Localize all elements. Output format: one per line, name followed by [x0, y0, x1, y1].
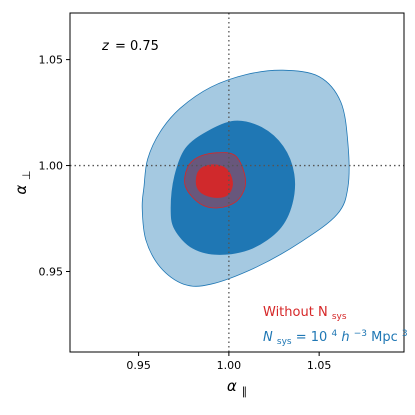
y-axis-symbol: α: [12, 185, 30, 195]
redshift-value: = 0.75: [115, 39, 159, 54]
legend-without-nsys-main: Without N: [263, 305, 328, 320]
legend-nsys-h: h: [341, 330, 349, 345]
y-axis-sub: ⊥: [20, 170, 33, 180]
legend-nsys-value: N sys = 10 4 h −3 Mpc 3: [263, 325, 408, 348]
y-axis-label: α ⊥: [12, 170, 33, 194]
legend-nsys-exp1: 4: [331, 329, 337, 339]
contour-layer: [141, 69, 350, 287]
reference-lines: [70, 13, 404, 352]
y-tick-label: 1.00: [39, 160, 64, 173]
legend-nsys-exp2: −3: [354, 329, 367, 339]
legend-nsys-rest: = 10: [296, 330, 328, 345]
contour-1sigma-nsys: [170, 120, 296, 255]
legend-without-nsys-sub: sys: [332, 312, 347, 322]
legend-nsys-sub: sys: [277, 337, 292, 347]
x-tick-label: 0.95: [126, 359, 151, 372]
x-tick-label: 1.00: [217, 359, 242, 372]
redshift-annotation: z = 0.75: [101, 39, 159, 54]
y-tick-label: 0.95: [39, 265, 64, 278]
redshift-var: z: [101, 39, 110, 54]
legend-nsys-unit: Mpc: [371, 330, 398, 345]
x-axis-sub: ∥: [242, 385, 248, 398]
plot-frame: [69, 12, 405, 353]
legend-without-nsys: Without N sys: [263, 305, 347, 322]
tick-layer: 0.95 1.00 1.05 0.95 1.00 1.05: [39, 54, 332, 372]
contour-1sigma-without-nsys: [195, 164, 233, 198]
x-axis-symbol: α: [227, 377, 237, 395]
x-axis-label: α ∥: [227, 377, 247, 398]
legend-nsys-exp3: 3: [402, 329, 408, 339]
legend-nsys-main: N: [263, 330, 273, 345]
x-tick-label: 1.05: [307, 359, 332, 372]
y-tick-label: 1.05: [39, 54, 64, 67]
